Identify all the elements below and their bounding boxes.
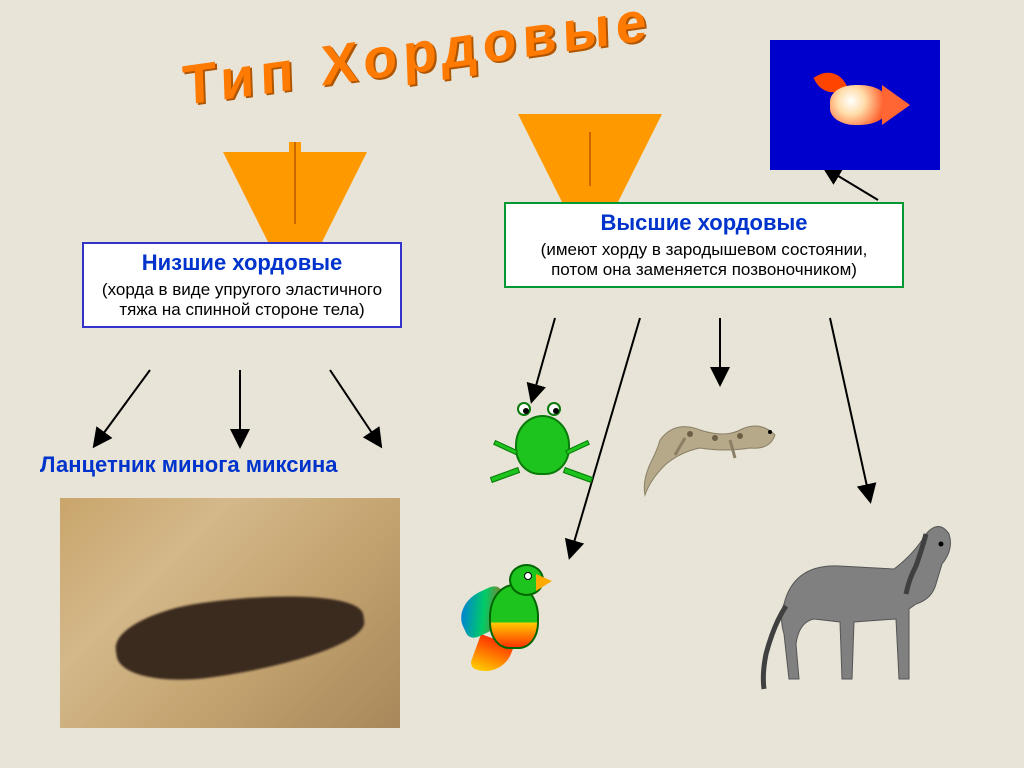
goldfish-icon (800, 75, 910, 135)
parrot-image (454, 554, 574, 674)
horse-image (744, 494, 974, 719)
lizard-image (640, 380, 790, 500)
lancelet-photo (60, 498, 400, 728)
frog-image (495, 400, 590, 495)
fish-image (770, 40, 940, 170)
lancelet-shape (111, 581, 369, 690)
